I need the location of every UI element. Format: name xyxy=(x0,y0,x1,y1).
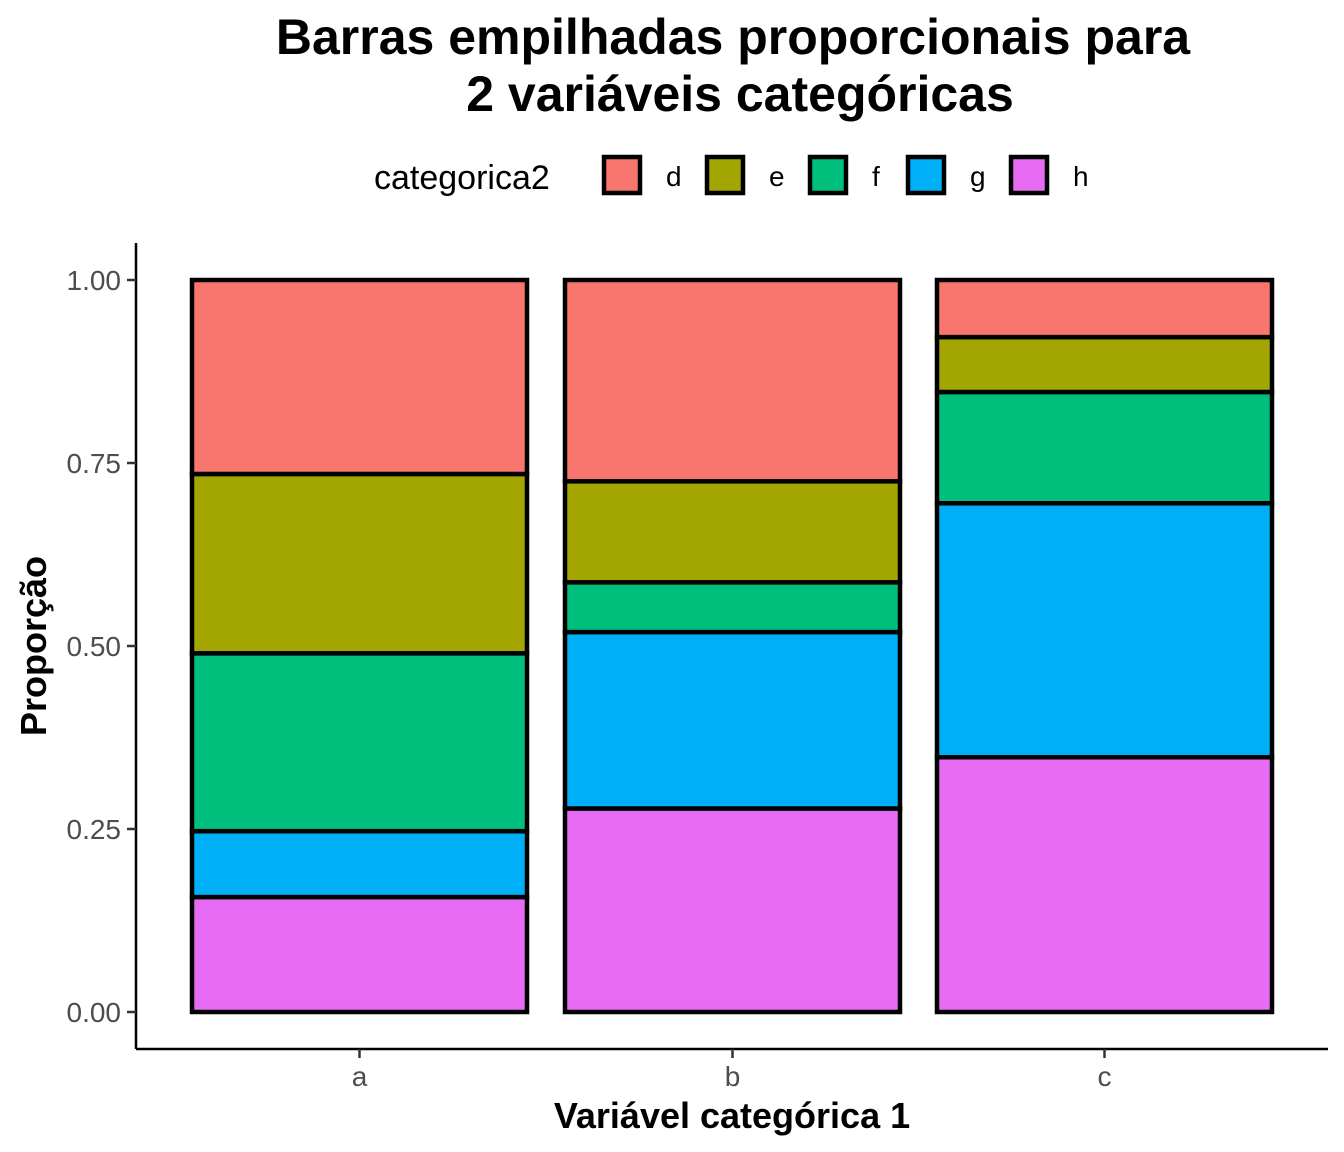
bar-segment-a-g xyxy=(189,828,530,900)
x-tick-label-a: a xyxy=(352,1061,368,1092)
x-axis-title: Variável categórica 1 xyxy=(554,1095,910,1136)
legend-label-e: e xyxy=(769,161,785,192)
legend: categorica2 d e f g h xyxy=(374,154,1089,197)
bar-segment-c-d xyxy=(934,277,1275,340)
legend-key-g xyxy=(905,154,947,196)
y-tick-label: 0.00 xyxy=(67,997,122,1028)
bar-segment-b-d xyxy=(562,277,903,484)
x-tick-label-b: b xyxy=(725,1061,741,1092)
bar-segment-a-h xyxy=(189,894,530,1015)
legend-key-h xyxy=(1008,154,1050,196)
legend-key-f xyxy=(807,154,849,196)
legend-label-d: d xyxy=(666,161,682,192)
bar-segment-b-e xyxy=(562,479,903,585)
chart-title-line-2: 2 variáveis categóricas xyxy=(466,66,1014,122)
y-tick-label: 0.50 xyxy=(67,631,122,662)
bar-segment-a-f xyxy=(189,651,530,834)
bar-segment-a-d xyxy=(189,277,530,477)
x-tick-label-c: c xyxy=(1098,1061,1112,1092)
legend-label-g: g xyxy=(970,161,986,192)
bar-segment-c-h xyxy=(934,755,1275,1015)
chart-title-line-1: Barras empilhadas proporcionais para xyxy=(276,9,1191,65)
legend-label-h: h xyxy=(1073,161,1089,192)
bar-segment-b-h xyxy=(562,806,903,1015)
bar-segment-b-g xyxy=(562,629,903,811)
bars-group xyxy=(189,277,1275,1015)
legend-key-e xyxy=(704,154,746,196)
legend-key-d xyxy=(601,154,643,196)
legend-label-f: f xyxy=(872,161,880,192)
bar-segment-c-g xyxy=(934,501,1275,760)
y-tick-label: 1.00 xyxy=(67,265,122,296)
y-axis-ticks: 0.00 0.25 0.50 0.75 1.00 xyxy=(67,265,136,1028)
y-tick-label: 0.25 xyxy=(67,814,122,845)
bar-segment-c-f xyxy=(934,389,1275,506)
y-tick-label: 0.75 xyxy=(67,448,122,479)
bar-segment-b-f xyxy=(562,580,903,635)
legend-title: categorica2 xyxy=(374,159,550,197)
bar-segment-c-e xyxy=(934,334,1275,395)
x-axis-ticks: a b c xyxy=(352,1049,1112,1092)
y-axis-title: Proporção xyxy=(13,556,54,736)
bar-segment-a-e xyxy=(189,471,530,656)
